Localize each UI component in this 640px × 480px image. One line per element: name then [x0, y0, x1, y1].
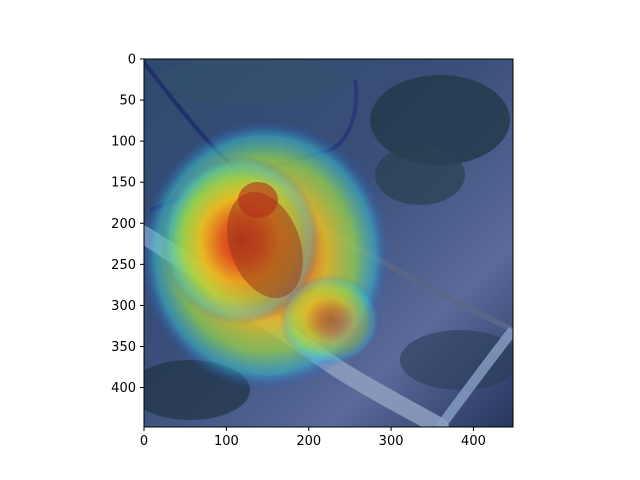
plot-area — [144, 59, 513, 427]
branch — [435, 326, 513, 427]
bird-body — [227, 191, 303, 299]
y-tick-label: 300 — [111, 299, 136, 314]
y-tick-label: 50 — [119, 94, 136, 109]
x-tick-label: 100 — [214, 434, 239, 449]
plot-frame — [143, 58, 514, 428]
y-tick-label: 400 — [111, 381, 136, 396]
x-tick-label: 0 — [140, 434, 148, 449]
leaf-shape — [375, 145, 465, 205]
x-tick-label: 200 — [296, 434, 321, 449]
bird-head — [238, 182, 278, 218]
y-tick-label: 200 — [111, 217, 136, 232]
leaf-shape — [370, 75, 510, 165]
y-tick-label: 350 — [111, 340, 136, 355]
y-tick-label: 150 — [111, 176, 136, 191]
y-tick-label: 250 — [111, 258, 136, 273]
x-axis: 0 100 200 300 400 — [140, 427, 486, 449]
leaf-shape — [160, 59, 340, 105]
y-tick-label: 0 — [128, 53, 136, 68]
y-tick-label: 100 — [111, 135, 136, 150]
x-tick-label: 300 — [379, 434, 404, 449]
heat-region — [280, 275, 380, 365]
x-tick-label: 400 — [461, 434, 486, 449]
y-axis: 0 50 100 150 200 250 300 350 400 — [111, 53, 144, 396]
